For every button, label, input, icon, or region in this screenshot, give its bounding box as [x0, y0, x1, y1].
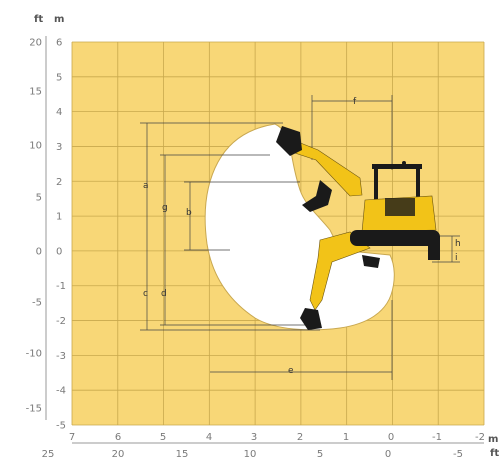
- bottom-tick-m: 0: [388, 432, 394, 443]
- bottom-tick-ft: 25: [42, 449, 55, 460]
- left-tick-m: 5: [56, 72, 62, 83]
- bottom-tick-ft: 10: [244, 449, 257, 460]
- dozer-blade: [428, 236, 440, 260]
- left-tick-m: -3: [56, 351, 66, 362]
- bottom-tick-ft: -5: [453, 449, 463, 460]
- dim-e-label: e: [288, 366, 294, 376]
- left-tick-ft: 5: [36, 193, 42, 204]
- dim-c-label: c: [143, 289, 148, 299]
- cab-roof: [372, 164, 422, 169]
- left-tick-m: 2: [56, 177, 62, 188]
- left-tick-ft: -5: [32, 298, 42, 309]
- left-tick-m: 6: [56, 38, 62, 49]
- cab-pillar-left: [374, 169, 378, 205]
- left-tick-m: 4: [56, 107, 62, 118]
- left-tick-ft: 10: [29, 141, 42, 152]
- left-tick-m: 0: [56, 246, 62, 257]
- dim-g-label: g: [162, 203, 168, 213]
- boom-upper: [291, 139, 363, 197]
- cab-pillar-right: [416, 169, 420, 205]
- dim-a-label: a: [143, 181, 149, 191]
- bottom-tick-ft: 20: [112, 449, 125, 460]
- left-tick-m: -5: [56, 421, 66, 432]
- bottom-tick-m: 5: [160, 432, 166, 443]
- left-tick-m: -2: [56, 316, 66, 327]
- left-tick-m: -4: [56, 386, 66, 397]
- bottom-axis-unit-ft: ft: [490, 448, 499, 459]
- beacon-light: [402, 161, 406, 165]
- bucket-mid: [302, 180, 332, 212]
- bottom-tick-m: -1: [432, 432, 442, 443]
- bottom-tick-ft: 15: [176, 449, 189, 460]
- left-axis-unit-m: m: [54, 14, 64, 25]
- dim-f-label: f: [353, 97, 357, 107]
- crawler-track: [350, 230, 440, 246]
- working-envelope: [204, 123, 395, 331]
- excavator-upper-reach: [276, 126, 363, 212]
- left-axis-unit-ft: ft: [34, 14, 43, 25]
- dim-h-label: h: [455, 239, 461, 249]
- bottom-axis-unit-m: m: [488, 434, 498, 445]
- bottom-axis-ticks: 7 6 5 4 3 2 1 0 -1 -225 20 15 10 5 0 -5: [42, 432, 485, 460]
- bottom-tick-m: 2: [297, 432, 303, 443]
- left-tick-ft: -15: [26, 404, 42, 415]
- excavator-body: [350, 161, 440, 260]
- bucket-dig: [362, 255, 380, 268]
- left-tick-m: 1: [56, 212, 62, 223]
- bottom-tick-m: 7: [69, 432, 75, 443]
- bottom-tick-ft: 5: [317, 449, 323, 460]
- bottom-tick-m: 1: [343, 432, 349, 443]
- left-tick-ft: 0: [36, 247, 42, 258]
- bottom-tick-m: -2: [475, 432, 485, 443]
- left-tick-ft: -10: [26, 349, 42, 360]
- bucket-lower: [300, 308, 322, 330]
- bottom-tick-ft: 0: [385, 449, 391, 460]
- bottom-tick-m: 3: [251, 432, 257, 443]
- left-tick-ft: 15: [29, 87, 42, 98]
- left-tick-m: -1: [56, 281, 66, 292]
- bottom-tick-m: 6: [115, 432, 121, 443]
- dim-d-label: d: [161, 289, 167, 299]
- left-tick-m: 3: [56, 142, 62, 153]
- left-tick-ft: 20: [29, 38, 42, 49]
- dim-b-label: b: [186, 208, 192, 218]
- dimension-lines: [140, 95, 460, 380]
- operator-seat: [385, 198, 415, 216]
- bottom-tick-m: 4: [206, 432, 212, 443]
- bucket-upper: [276, 126, 302, 156]
- dim-i-label: i: [455, 253, 458, 263]
